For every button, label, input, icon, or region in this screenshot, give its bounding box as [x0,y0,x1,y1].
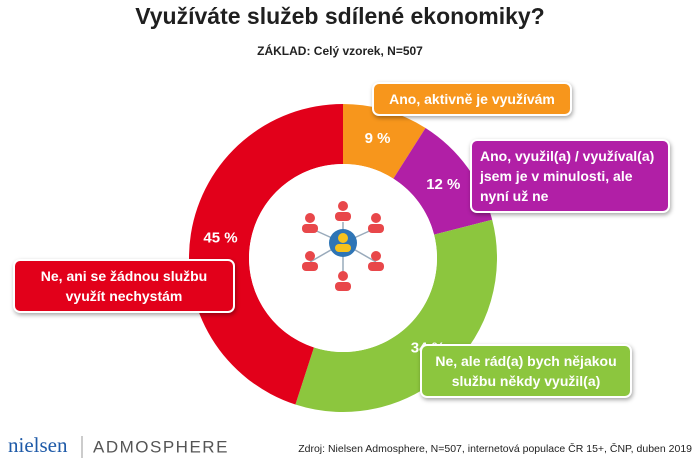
center-icon [302,201,384,291]
logo-admosphere: ADMOSPHERE [93,437,229,456]
value-label: 9 % [365,130,391,147]
logo-nielsen: nielsen [8,433,68,457]
category-label: Ano, aktivně je využívám [372,82,572,116]
subtitle: ZÁKLAD: Celý vzorek, N=507 [257,43,423,58]
value-label: 12 % [426,176,460,193]
category-label: Ano, využil(a) / využíval(a) jsem je v m… [470,139,670,213]
category-label: Ne, ani se žádnou službu využít nechystá… [13,259,235,313]
value-label: 45 % [203,230,237,247]
slice [393,127,493,235]
category-label: Ne, ale rád(a) bych nějakou službu někdy… [420,344,632,398]
slice [343,104,426,179]
chart-title: Využíváte služeb sdílené ekonomiky? [135,3,544,29]
source: Zdroj: Nielsen Admosphere, N=507, intern… [298,442,692,455]
slice [189,104,343,405]
